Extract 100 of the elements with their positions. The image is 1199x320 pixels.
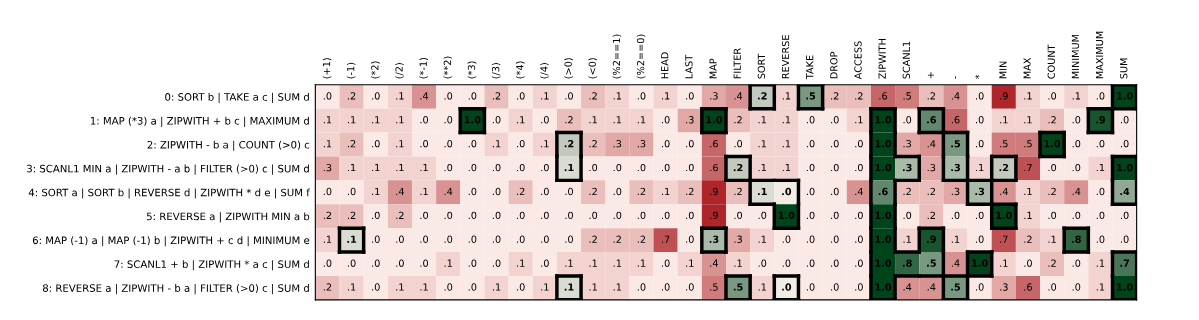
data-label: .6	[951, 116, 960, 124]
x-tick-label: LAST	[685, 54, 693, 79]
data-label: .1	[541, 92, 549, 100]
x-tick-label: MAX	[1023, 57, 1031, 79]
data-label: .2	[323, 211, 332, 219]
data-label: .5	[903, 92, 911, 100]
data-label: .2	[757, 92, 767, 100]
data-label: .1	[372, 116, 380, 124]
data-label: .0	[806, 140, 815, 148]
data-label: .0	[1048, 283, 1057, 291]
data-label: 1.0	[1117, 163, 1133, 172]
data-label: .0	[492, 259, 501, 267]
x-tick-label: (*2)	[371, 61, 380, 79]
data-label: .0	[420, 140, 429, 148]
data-label: 1.0	[875, 163, 892, 172]
data-label: .2	[733, 163, 743, 172]
data-label: .2	[734, 187, 742, 195]
data-label: .0	[831, 235, 839, 243]
data-label: .0	[976, 283, 984, 291]
data-label: .0	[686, 211, 694, 220]
data-label: .5	[1000, 140, 1008, 148]
data-label: .2	[734, 116, 742, 124]
data-label: .0	[613, 187, 622, 196]
data-label: .0	[686, 163, 694, 172]
data-label: .2	[855, 92, 863, 100]
data-label: .0	[1048, 211, 1057, 220]
data-label: .1	[758, 235, 766, 243]
data-label: .7	[1000, 235, 1008, 243]
data-label: .1	[492, 140, 501, 148]
x-tick-label: (+1)	[322, 58, 332, 79]
data-label: .1	[323, 116, 332, 124]
data-label: .0	[782, 187, 792, 196]
data-label: .0	[806, 283, 815, 291]
data-label: .1	[1024, 211, 1032, 219]
data-label: .0	[662, 211, 670, 220]
data-label: .0	[686, 235, 694, 243]
data-label: .0	[806, 163, 815, 172]
x-tick-label: (>0)	[564, 58, 573, 79]
data-label: .2	[347, 211, 356, 219]
data-label: 1.0	[875, 259, 892, 267]
data-label: 1.0	[875, 235, 892, 243]
data-label: .0	[855, 163, 863, 172]
data-label: .1	[1096, 283, 1105, 291]
data-label: .0	[1072, 163, 1081, 172]
data-label: .5	[1024, 140, 1032, 148]
data-label: .1	[734, 259, 742, 267]
data-label: .0	[1096, 211, 1105, 220]
y-tick-label: 4: SORT a | SORT b | REVERSE d | ZIPWITH * d e | SUM f	[28, 188, 310, 199]
data-label: .0	[782, 283, 792, 291]
x-tick-label: MIN	[999, 61, 1007, 79]
data-label: .0	[1120, 211, 1129, 220]
data-label: .1	[565, 259, 573, 267]
x-tick-label: *	[975, 74, 980, 79]
data-label: .0	[662, 116, 670, 124]
data-label: 1.0	[875, 140, 892, 148]
data-label: .9	[1096, 116, 1106, 124]
x-tick-label: (%2==0)	[636, 34, 646, 79]
data-label: .0	[637, 211, 646, 220]
data-label: .6	[1024, 283, 1032, 291]
data-label: .0	[758, 211, 767, 220]
data-label: .2	[999, 163, 1009, 172]
data-label: .0	[444, 235, 453, 243]
data-label: .2	[589, 92, 597, 100]
data-label: .1	[758, 164, 766, 172]
data-label: 1.0	[875, 211, 892, 220]
data-label: .0	[976, 211, 984, 220]
x-tick-label: (*-1)	[419, 57, 429, 79]
data-label: 1.0	[1117, 283, 1133, 291]
data-label: .1	[541, 140, 549, 148]
data-label: .1	[976, 164, 984, 172]
data-label: .1	[396, 116, 404, 124]
data-label: .2	[927, 187, 935, 195]
y-tick-label: 6: MAP (-1) a | MAP (-1) b | ZIPWITH + c d | MINIMUM e	[32, 236, 310, 247]
data-label: .0	[468, 283, 477, 291]
data-label: .2	[903, 187, 911, 195]
data-label: .0	[396, 235, 404, 243]
data-label: .1	[903, 235, 911, 243]
data-label: .0	[951, 211, 960, 220]
data-label: .0	[1096, 140, 1105, 148]
data-label: .0	[613, 163, 622, 172]
data-label: .1	[492, 283, 501, 291]
data-label: .1	[564, 283, 574, 291]
data-label: .1	[782, 140, 791, 148]
data-label: .0	[903, 211, 912, 220]
data-label: .0	[976, 235, 984, 243]
data-label: .0	[831, 163, 839, 172]
data-label: .0	[468, 235, 477, 243]
data-label: .0	[517, 92, 525, 100]
data-label: .4	[420, 92, 429, 100]
data-label: .0	[492, 116, 501, 124]
x-tick-label: ZIPWITH	[878, 39, 886, 79]
data-label: .1	[347, 116, 356, 124]
data-label: .4	[444, 187, 453, 195]
data-label: .2	[927, 211, 935, 219]
data-label: .1	[637, 116, 646, 124]
data-label: 1.0	[1117, 92, 1133, 100]
data-label: .0	[855, 283, 863, 291]
data-label: .0	[1072, 211, 1081, 220]
data-label: .1	[1096, 259, 1105, 267]
data-label: .6	[710, 163, 718, 172]
